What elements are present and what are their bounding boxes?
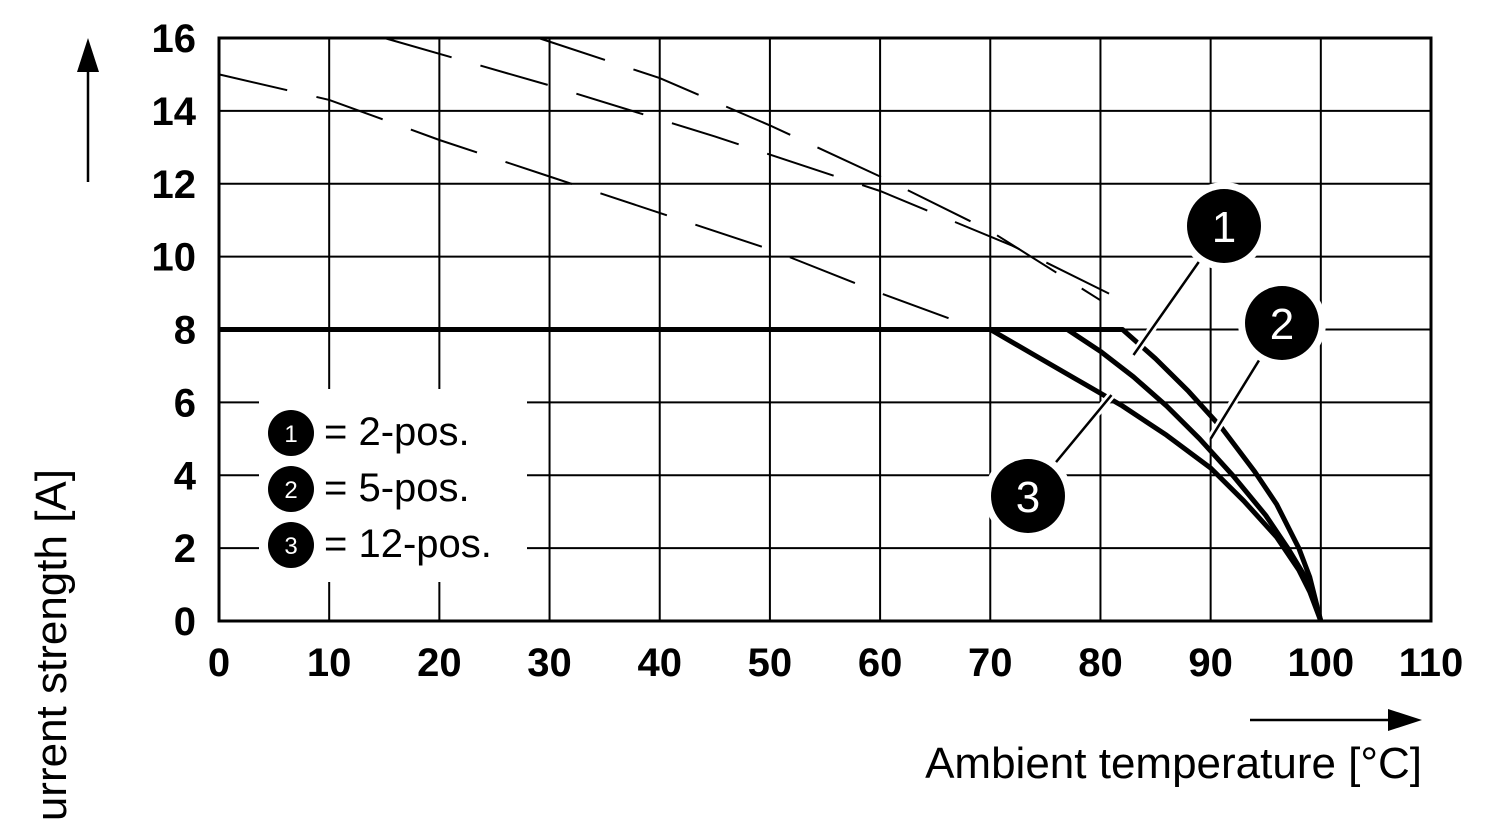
x-tick-label: 100 xyxy=(1287,641,1354,685)
y-tick-label: 0 xyxy=(174,600,196,644)
y-axis-title: Current strength [A] xyxy=(27,469,76,820)
marker-bubble xyxy=(1187,189,1261,263)
legend-label: = 2-pos. xyxy=(324,410,470,454)
legend-marker-label: 1 xyxy=(284,421,297,448)
x-tick-label: 0 xyxy=(208,641,230,685)
axes: 0 10 20 30 40 50 60 70 80 90 100 1100246810121416Am… xyxy=(27,17,1463,820)
y-tick-label: 6 xyxy=(174,381,196,425)
legend-marker xyxy=(268,410,314,456)
y-tick-label: 12 xyxy=(152,163,197,207)
marker-label: 3 xyxy=(1016,473,1040,522)
series-markers: 12 3 xyxy=(984,182,1326,540)
dashed-curve xyxy=(538,37,1102,302)
y-tick-label: 16 xyxy=(152,17,197,61)
x-axis-arrow-icon xyxy=(1388,709,1422,731)
legend-marker-label: 3 xyxy=(284,533,297,560)
y-tick-label: 4 xyxy=(174,454,197,498)
x-tick-label: 60 xyxy=(858,641,903,685)
x-tick-label: 110 xyxy=(1399,641,1464,685)
y-tick-label: 8 xyxy=(174,309,196,353)
dashed-curves xyxy=(218,37,1123,331)
x-tick-label: 30 xyxy=(527,641,572,685)
dashed-curve xyxy=(218,73,980,331)
x-axis-title: Ambient temperature [°C] xyxy=(925,739,1422,788)
marker-bubble xyxy=(1245,286,1319,360)
legend-marker-label: 2 xyxy=(284,477,297,504)
y-tick-label: 10 xyxy=(152,236,197,280)
x-tick-label: 70 xyxy=(968,641,1013,685)
marker-label: 1 xyxy=(1212,203,1236,252)
legend-label: = 12-pos. xyxy=(324,522,492,566)
legend: 1 = 2-pos. 2 = 5-pos. 3 = 12-pos. xyxy=(259,389,527,582)
series-line-3 xyxy=(219,327,1324,622)
x-tick-label: 50 xyxy=(748,641,793,685)
x-tick-label: 20 xyxy=(417,641,462,685)
legend-label: = 5-pos. xyxy=(324,466,470,510)
legend-marker xyxy=(268,522,314,568)
x-tick-label: 80 xyxy=(1078,641,1123,685)
y-axis-arrow-icon xyxy=(77,38,99,72)
x-tick-label: 90 xyxy=(1188,641,1233,685)
marker-label: 2 xyxy=(1270,300,1294,349)
y-tick-label: 2 xyxy=(174,527,196,571)
legend-marker xyxy=(268,466,314,512)
y-tick-label: 14 xyxy=(152,90,197,134)
marker-bubble xyxy=(991,459,1065,533)
x-tick-label: 10 xyxy=(307,641,352,685)
dashed-curve xyxy=(384,37,1123,302)
x-tick-label: 40 xyxy=(637,641,682,685)
